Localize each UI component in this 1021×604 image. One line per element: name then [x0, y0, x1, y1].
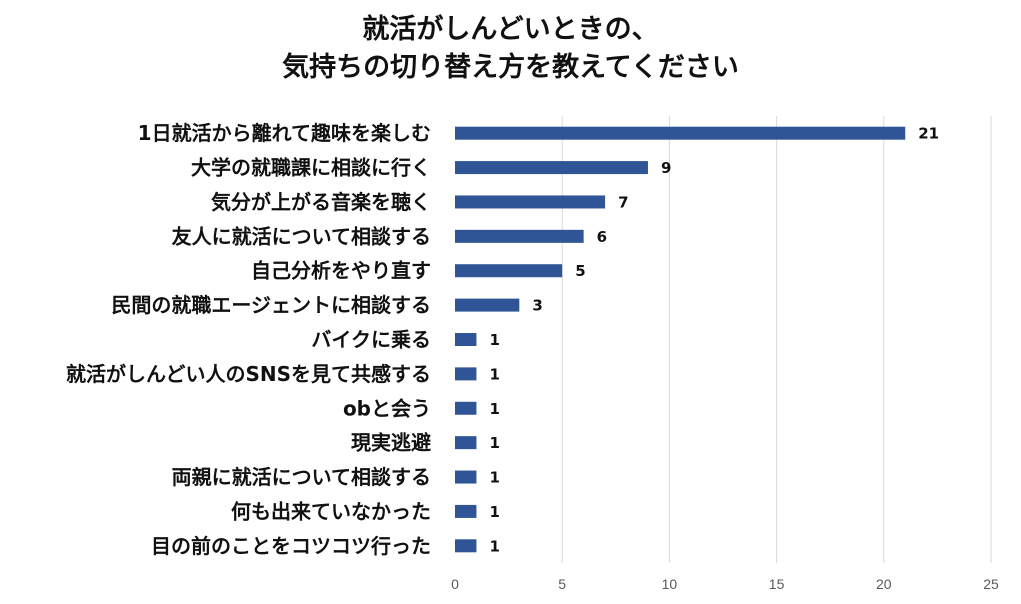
category-label: 民間の就職エージェントに相談する [111, 293, 431, 317]
category-label: 何も出来ていなかった [231, 499, 431, 523]
category-label: 気分が上がる音楽を聴く [211, 190, 431, 214]
chart-title-line-2: 気持ちの切り替え方を教えてください [282, 52, 739, 83]
data-label: 5 [575, 262, 585, 280]
x-tick-label: 5 [558, 576, 566, 592]
category-label: 現実逃避 [351, 431, 431, 455]
data-label: 1 [489, 434, 499, 452]
data-label: 1 [489, 365, 499, 383]
bar [455, 161, 648, 175]
x-tick-label: 0 [451, 576, 459, 592]
x-tick-label: 20 [876, 576, 892, 592]
category-label: バイクに乗る [311, 328, 431, 352]
category-label: 友人に就活について相談する [172, 224, 431, 248]
x-tick-label: 25 [983, 576, 999, 592]
category-label: 大学の就職課に相談に行く [191, 156, 431, 180]
bar [455, 298, 520, 312]
x-tick-label: 15 [769, 576, 785, 592]
category-label: obと会う [343, 396, 431, 420]
data-label: 21 [918, 125, 939, 143]
bar [455, 126, 906, 140]
bar [455, 195, 606, 209]
bar [455, 367, 477, 381]
category-label: 就活がしんどい人のSNSを見て共感する [66, 362, 431, 386]
data-label: 1 [489, 469, 499, 487]
category-label: 両親に就活について相談する [172, 465, 431, 489]
chart-title-line-1: 就活がしんどいときの、 [362, 14, 659, 45]
data-label: 1 [489, 331, 499, 349]
category-label: 1日就活から離れて趣味を楽しむ [138, 121, 431, 145]
category-label: 自己分析をやり直す [251, 259, 431, 283]
bar [455, 229, 584, 243]
data-label: 6 [597, 228, 607, 246]
bar [455, 333, 477, 346]
category-label: 目の前のことをコツコツ行った [151, 534, 431, 558]
bar [455, 436, 477, 450]
bar [455, 539, 477, 553]
data-label: 1 [489, 400, 499, 418]
data-label: 1 [489, 503, 499, 521]
data-label: 9 [661, 159, 671, 177]
bar [455, 504, 477, 518]
data-label: 7 [618, 193, 628, 211]
bar [455, 470, 477, 484]
bar [455, 401, 477, 415]
data-label: 1 [489, 537, 499, 555]
bar [455, 264, 563, 278]
x-tick-label: 10 [662, 576, 678, 592]
data-label: 3 [532, 297, 542, 315]
